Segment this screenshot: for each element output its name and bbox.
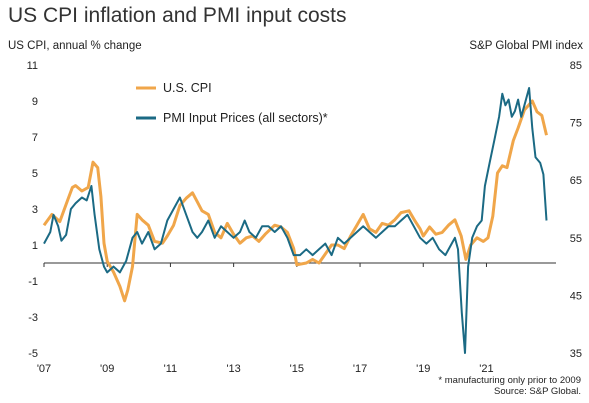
left-y-tick-label: 3 [32,204,38,216]
left-y-tick-label: 11 [27,60,38,72]
chart-title: US CPI inflation and PMI input costs [8,4,347,27]
legend-label-us-cpi: U.S. CPI [163,81,212,95]
x-tick-label: '15 [290,363,304,375]
source-text: Source: S&P Global. [494,386,581,397]
chart-footnote: * manufacturing only prior to 2009 Sourc… [438,375,581,397]
legend-label-pmi-input-prices: PMI Input Prices (all sectors)* [163,111,328,125]
left-y-tick-label: -3 [28,312,38,324]
x-tick-label: '17 [353,363,367,375]
series-line-us-cpi [42,99,548,303]
right-y-tick-label: 55 [570,233,582,245]
x-tick-label: '13 [226,363,240,375]
left-y-tick-label: -1 [28,276,38,288]
left-y-tick-label: 7 [32,132,38,144]
right-y-tick-label: 35 [570,348,582,360]
series-line-pmi-input-prices [43,87,548,354]
left-y-tick-label: -5 [28,348,38,360]
right-y-tick-label: 45 [570,290,582,302]
x-tick-label: '19 [416,363,430,375]
x-tick-label: '09 [100,363,114,375]
right-y-tick-label: 75 [570,118,582,130]
right-y-tick-label: 85 [570,60,582,72]
right-axis-label: S&P Global PMI index [469,40,583,52]
right-y-tick-label: 65 [570,175,582,187]
x-tick-label: '21 [479,363,493,375]
left-y-tick-label: 9 [32,96,38,108]
x-tick-label: '11 [164,363,178,375]
left-axis-label: US CPI, annual % change [8,40,142,52]
x-tick-label: '07 [37,363,51,375]
left-y-tick-label: 1 [32,240,38,252]
left-y-tick-label: 5 [32,168,38,180]
footnote-text: * manufacturing only prior to 2009 [438,375,581,386]
